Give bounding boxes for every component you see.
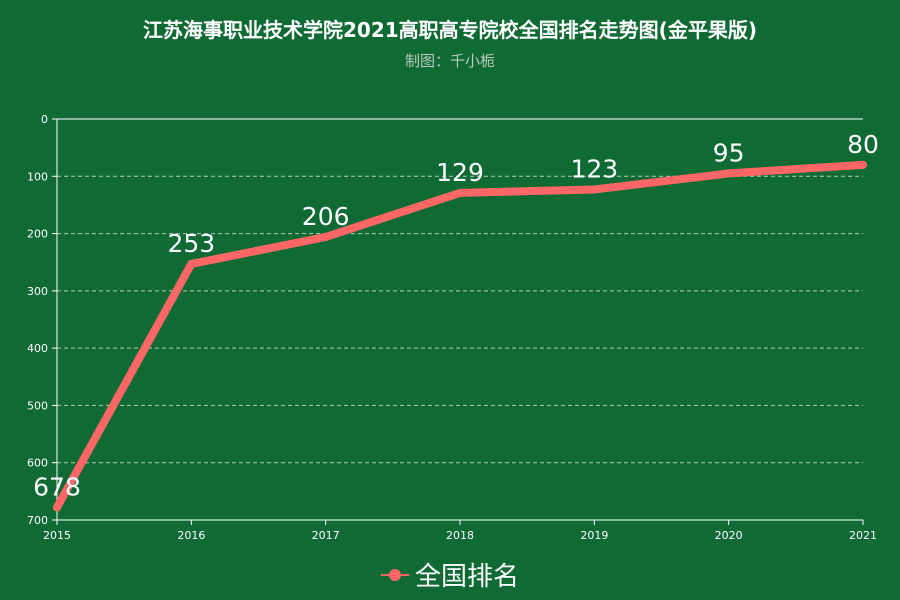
data-point-2016 [187,259,196,268]
y-tick-label-100: 100 [27,170,48,183]
grid-lines [57,175,863,521]
data-label-2015: 678 [33,472,81,501]
data-point-2021 [859,160,867,169]
x-tick-label-2021: 2021 [849,529,877,542]
legend-label: 全国排名 [414,562,519,592]
y-tick-label-200: 200 [27,228,48,241]
y-tick-label-400: 400 [27,342,48,355]
chart-subtitle: 制图：千小栀 [404,52,495,70]
legend[interactable]: 全国排名 [0,556,900,593]
data-label-2018: 129 [436,158,484,187]
data-label-2021: 80 [847,130,879,159]
data-point-2017 [321,233,330,242]
data-label-2019: 123 [570,154,618,183]
x-tick-label-2016: 2016 [177,529,205,542]
y-tick-label-700: 700 [27,514,48,527]
x-tick-label-2017: 2017 [312,529,340,542]
data-label-2020: 95 [713,138,745,167]
chart-title: 江苏海事职业技术学院2021高职高专院校全国排名走势图(金平果版) [143,18,757,42]
data-point-2015 [53,503,61,512]
axes: 0 100 200 300 400 500 600 700 2015 2016 2017 2018 20… [27,113,877,542]
data-point-2018 [456,188,464,197]
data-label-2016: 253 [167,229,215,258]
data-label-2017: 206 [302,202,350,231]
series-layer [53,160,867,512]
series-line-全国排名 [53,160,867,512]
data-point-2020 [724,169,733,178]
y-tick-label-600: 600 [27,457,48,470]
data-labels: 678 253 206 129 123 95 80 [33,130,879,502]
x-tick-label-2019: 2019 [580,529,608,542]
y-tick-label-500: 500 [27,399,48,412]
x-tick-label-2015: 2015 [43,529,71,542]
y-tick-label-0: 0 [41,113,48,126]
x-tick-label-2020: 2020 [715,529,743,542]
y-tick-label-300: 300 [27,285,48,298]
data-point-2019 [590,185,599,194]
x-tick-label-2018: 2018 [446,529,474,542]
legend-marker-icon [380,567,409,583]
